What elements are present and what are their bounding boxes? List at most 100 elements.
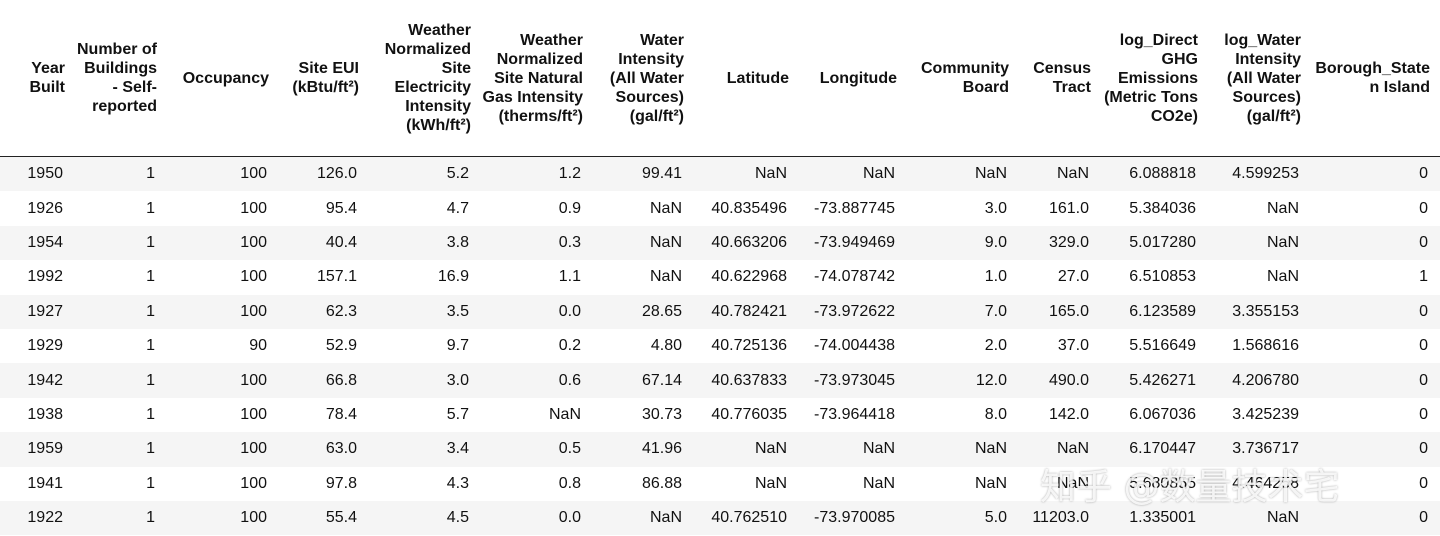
table-cell: 40.782421: [694, 294, 799, 329]
table-cell: 12.0: [907, 363, 1019, 398]
table-cell: 2.0: [907, 328, 1019, 364]
table-cell: 100: [167, 363, 279, 398]
table-cell: NaN: [907, 466, 1019, 501]
table-cell: -73.949469: [799, 225, 907, 261]
table-cell: 5.680855: [1101, 466, 1208, 501]
table-cell: 157.1: [279, 260, 369, 295]
column-header: Year Built: [0, 0, 75, 157]
column-header: Weather Normalized Site Electricity Inte…: [369, 0, 481, 157]
table-cell: -73.972622: [799, 294, 907, 329]
table-cell: NaN: [593, 191, 694, 226]
table-cell: 4.7: [369, 191, 481, 226]
table-cell: 100: [167, 260, 279, 295]
table-cell: 1: [75, 500, 167, 536]
table-cell: 6.067036: [1101, 397, 1208, 433]
table-cell: 40.4: [279, 225, 369, 261]
table-cell: 3.8: [369, 225, 481, 261]
table-cell: 11203.0: [1019, 500, 1101, 536]
table-row: 1954 1 100 40.4 3.8 0.3 NaN 40.663206 -73.949469…: [0, 225, 1440, 261]
table-cell: 0: [1311, 466, 1440, 501]
table-cell: 3.0: [907, 191, 1019, 226]
table-cell: 4.3: [369, 466, 481, 501]
table-cell: 90: [167, 328, 279, 364]
table-cell: NaN: [694, 156, 799, 192]
table-cell: 40.663206: [694, 225, 799, 261]
table-cell: 40.637833: [694, 363, 799, 398]
table-cell: -73.973045: [799, 363, 907, 398]
table-cell: 1: [75, 397, 167, 433]
table-row: 1927 1 100 62.3 3.5 0.0 28.65 40.782421 -73.9726…: [0, 294, 1440, 329]
table-cell: NaN: [1019, 156, 1101, 192]
table-cell: 4.80: [593, 328, 694, 364]
table-cell: NaN: [799, 156, 907, 192]
table-cell: 0.6: [481, 363, 593, 398]
table-cell: 5.384036: [1101, 191, 1208, 226]
column-header: Water Intensity (All Water Sources) (gal…: [593, 0, 694, 157]
table-cell: 100: [167, 225, 279, 261]
table-cell: 0: [1311, 294, 1440, 329]
table-cell: 5.426271: [1101, 363, 1208, 398]
table-cell: NaN: [907, 156, 1019, 192]
table-cell: 0.9: [481, 191, 593, 226]
column-header: Census Tract: [1019, 0, 1101, 157]
table-cell: 3.5: [369, 294, 481, 329]
table-cell: 40.776035: [694, 397, 799, 433]
table-cell: NaN: [1019, 432, 1101, 467]
table-cell: 6.088818: [1101, 156, 1208, 192]
table-cell: NaN: [1208, 191, 1311, 226]
column-header: Weather Normalized Site Natural Gas Inte…: [481, 0, 593, 157]
table-cell: 161.0: [1019, 191, 1101, 226]
table-cell: 1.335001: [1101, 500, 1208, 536]
table-cell: 329.0: [1019, 225, 1101, 261]
table-cell: 1922: [0, 500, 75, 536]
table-cell: 100: [167, 466, 279, 501]
table-cell: 1959: [0, 432, 75, 467]
table-cell: 1: [75, 328, 167, 364]
table-cell: 28.65: [593, 294, 694, 329]
table-cell: 95.4: [279, 191, 369, 226]
table-cell: 0.5: [481, 432, 593, 467]
table-cell: 6.510853: [1101, 260, 1208, 295]
table-cell: -74.078742: [799, 260, 907, 295]
table-cell: 1: [75, 432, 167, 467]
table-cell: 4.206780: [1208, 363, 1311, 398]
column-header: Occupancy: [167, 0, 279, 157]
table-cell: 62.3: [279, 294, 369, 329]
table-cell: 3.425239: [1208, 397, 1311, 433]
table-row: 1959 1 100 63.0 3.4 0.5 41.96 NaN NaN NaN NaN 6.170…: [0, 432, 1440, 467]
table-cell: 1: [75, 294, 167, 329]
table-cell: 0: [1311, 500, 1440, 536]
table-cell: 30.73: [593, 397, 694, 433]
table-row: 1922 1 100 55.4 4.5 0.0 NaN 40.762510 -73.970085…: [0, 500, 1440, 536]
table-cell: 40.835496: [694, 191, 799, 226]
table-cell: 3.0: [369, 363, 481, 398]
column-header: Borough_Staten Island: [1311, 0, 1440, 157]
table-cell: 1942: [0, 363, 75, 398]
table-cell: 0: [1311, 363, 1440, 398]
table-cell: 1927: [0, 294, 75, 329]
column-header: Latitude: [694, 0, 799, 157]
table-cell: NaN: [1208, 500, 1311, 536]
table-cell: 0: [1311, 432, 1440, 467]
table-cell: 27.0: [1019, 260, 1101, 295]
table-cell: 9.0: [907, 225, 1019, 261]
column-header: Site EUI (kBtu/ft²): [279, 0, 369, 157]
table-cell: 67.14: [593, 363, 694, 398]
table-cell: 100: [167, 500, 279, 536]
table-cell: 1.1: [481, 260, 593, 295]
table-cell: 41.96: [593, 432, 694, 467]
table-cell: -73.887745: [799, 191, 907, 226]
table-cell: 142.0: [1019, 397, 1101, 433]
table-cell: 0: [1311, 191, 1440, 226]
column-header: Number of Buildings - Self-reported: [75, 0, 167, 157]
table-cell: NaN: [1019, 466, 1101, 501]
table-cell: 1.0: [907, 260, 1019, 295]
table-cell: 9.7: [369, 328, 481, 364]
column-header: Longitude: [799, 0, 907, 157]
watermark: 知乎 @数量技术宅: [1040, 467, 1340, 508]
table-cell: 1954: [0, 225, 75, 261]
table-cell: 78.4: [279, 397, 369, 433]
table-cell: 0: [1311, 225, 1440, 261]
table-cell: 3.355153: [1208, 294, 1311, 329]
table-cell: 4.599253: [1208, 156, 1311, 192]
